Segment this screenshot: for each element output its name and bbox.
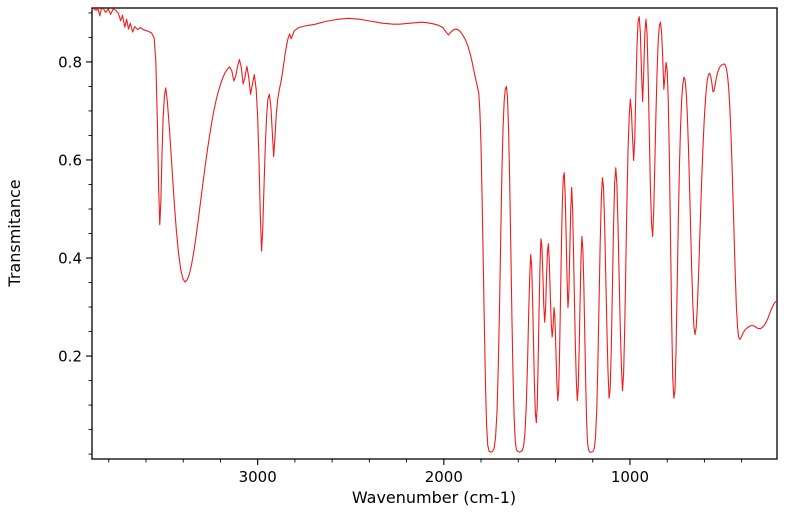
x-tick-label: 3000 (239, 468, 277, 486)
y-tick-label: 0.4 (58, 250, 82, 268)
y-tick-label: 0.2 (58, 348, 82, 366)
y-tick-label: 0.6 (58, 151, 82, 169)
x-tick-label: 2000 (425, 468, 463, 486)
y-tick-label: 0.8 (58, 53, 82, 71)
plot-frame (91, 7, 778, 460)
x-tick-label: 1000 (611, 468, 649, 486)
plot-layer: 3000 2000 1000 0.2 0.4 0.6 0.8 (58, 7, 778, 486)
x-axis-label: Wavenumber (cm-1) (352, 488, 516, 507)
spectrum-line (91, 7, 777, 453)
y-axis-label: Transmitance (5, 179, 24, 287)
